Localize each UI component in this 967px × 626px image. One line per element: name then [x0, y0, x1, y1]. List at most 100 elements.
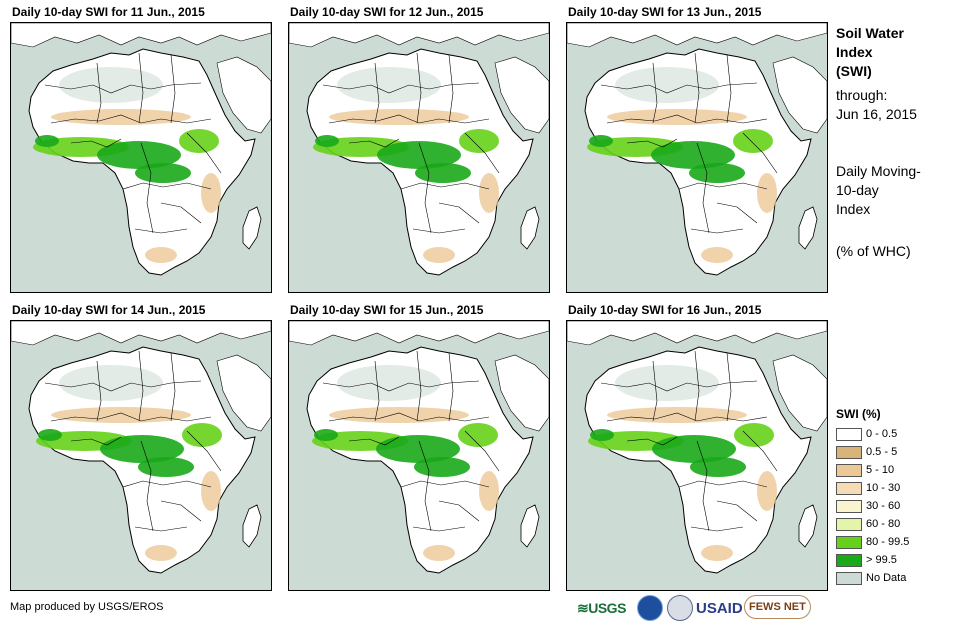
sahara-no-data-area [615, 67, 719, 103]
through-date: Jun 16, 2015 [836, 105, 917, 124]
index-title-line: (SWI) [836, 62, 904, 81]
legend-label: 60 - 80 [866, 518, 900, 530]
legend-swatch [836, 464, 862, 477]
sahara-no-data-area [615, 365, 719, 401]
dry-soil-area [607, 407, 747, 423]
dry-soil-area [329, 109, 469, 125]
method-line: Daily Moving- [836, 162, 921, 181]
fews-net-logo: FEWS NET [744, 595, 811, 619]
dry-soil-area [423, 247, 455, 263]
dry-soil-area [479, 173, 499, 213]
dry-soil-area [201, 173, 221, 213]
dry-soil-area [145, 545, 177, 561]
dry-soil-area [701, 545, 733, 561]
africa-map-svg [567, 23, 827, 292]
europe-landmass [567, 321, 827, 345]
wet-soil-area [734, 423, 774, 447]
legend-label: 5 - 10 [866, 464, 894, 476]
sahara-no-data-area [59, 67, 163, 103]
dry-soil-area [51, 109, 191, 125]
wet-soil-area [138, 457, 194, 477]
madagascar-landmass [799, 505, 817, 547]
units-label: (% of WHC) [836, 242, 911, 261]
map-panel-jun-13: Daily 10-day SWI for 13 Jun., 2015 [566, 5, 828, 280]
panel-title: Daily 10-day SWI for 16 Jun., 2015 [568, 303, 761, 319]
africa-map [288, 320, 550, 591]
panel-title: Daily 10-day SWI for 15 Jun., 2015 [290, 303, 483, 319]
africa-map [10, 22, 272, 293]
legend-swatch [836, 554, 862, 567]
wet-soil-area [135, 163, 191, 183]
europe-landmass [289, 321, 549, 345]
europe-landmass [567, 23, 827, 47]
map-panel-jun-15: Daily 10-day SWI for 15 Jun., 2015 [288, 303, 550, 578]
sahara-no-data-area [337, 365, 441, 401]
madagascar-landmass [521, 505, 539, 547]
noaa-logo-icon [637, 595, 663, 621]
sahara-no-data-area [59, 365, 163, 401]
map-panel-jun-12: Daily 10-day SWI for 12 Jun., 2015 [288, 5, 550, 280]
africa-map [566, 320, 828, 591]
legend-swatch [836, 500, 862, 513]
europe-landmass [11, 23, 271, 47]
dry-soil-area [201, 471, 221, 511]
legend-label: 0 - 0.5 [866, 428, 897, 440]
africa-map-svg [289, 321, 549, 590]
panel-title: Daily 10-day SWI for 12 Jun., 2015 [290, 5, 483, 21]
wet-soil-area [179, 129, 219, 153]
wet-soil-area [314, 429, 338, 441]
government-seal-icon [667, 595, 693, 621]
index-title: Soil Water Index (SWI) [836, 24, 904, 81]
legend-title: SWI (%) [836, 407, 881, 421]
index-title-line: Soil Water [836, 24, 904, 43]
africa-map-svg [289, 23, 549, 292]
panel-title: Daily 10-day SWI for 11 Jun., 2015 [12, 5, 205, 21]
through-label: through: [836, 86, 917, 105]
europe-landmass [289, 23, 549, 47]
africa-map-svg [567, 321, 827, 590]
dry-soil-area [701, 247, 733, 263]
wet-soil-area [38, 429, 62, 441]
usgs-logo: ≋USGS [577, 595, 626, 621]
sahara-no-data-area [337, 67, 441, 103]
dry-soil-area [51, 407, 191, 423]
legend-swatch [836, 518, 862, 531]
method-description: Daily Moving- 10-day Index [836, 162, 921, 219]
wet-soil-area [35, 135, 59, 147]
wet-soil-area [459, 129, 499, 153]
map-panel-jun-16: Daily 10-day SWI for 16 Jun., 2015 [566, 303, 828, 578]
legend-label: 10 - 30 [866, 482, 900, 494]
usaid-logo: USAID [696, 595, 743, 621]
wet-soil-area [589, 135, 613, 147]
madagascar-landmass [243, 207, 261, 249]
legend-label: 30 - 60 [866, 500, 900, 512]
map-panel-jun-14: Daily 10-day SWI for 14 Jun., 2015 [10, 303, 272, 578]
europe-landmass [11, 321, 271, 345]
legend-label: > 99.5 [866, 554, 897, 566]
wet-soil-area [182, 423, 222, 447]
wet-soil-area [415, 163, 471, 183]
legend-swatch [836, 536, 862, 549]
wet-soil-area [733, 129, 773, 153]
dry-soil-area [329, 407, 469, 423]
index-title-line: Index [836, 43, 904, 62]
madagascar-landmass [521, 207, 539, 249]
legend-swatch [836, 482, 862, 495]
africa-map [288, 22, 550, 293]
through-date-block: through: Jun 16, 2015 [836, 86, 917, 124]
africa-map [10, 320, 272, 591]
map-panel-jun-11: Daily 10-day SWI for 11 Jun., 2015 [10, 5, 272, 280]
legend-swatch [836, 428, 862, 441]
madagascar-landmass [799, 207, 817, 249]
dry-soil-area [757, 173, 777, 213]
madagascar-landmass [243, 505, 261, 547]
agency-logos: ≋USGS USAID FEWS NET [577, 595, 827, 621]
method-line: Index [836, 200, 921, 219]
africa-map-svg [11, 321, 271, 590]
map-credit: Map produced by USGS/EROS [10, 601, 163, 613]
legend-label: No Data [866, 572, 906, 584]
wet-soil-area [414, 457, 470, 477]
wet-soil-area [689, 163, 745, 183]
dry-soil-area [145, 247, 177, 263]
legend-label: 0.5 - 5 [866, 446, 897, 458]
